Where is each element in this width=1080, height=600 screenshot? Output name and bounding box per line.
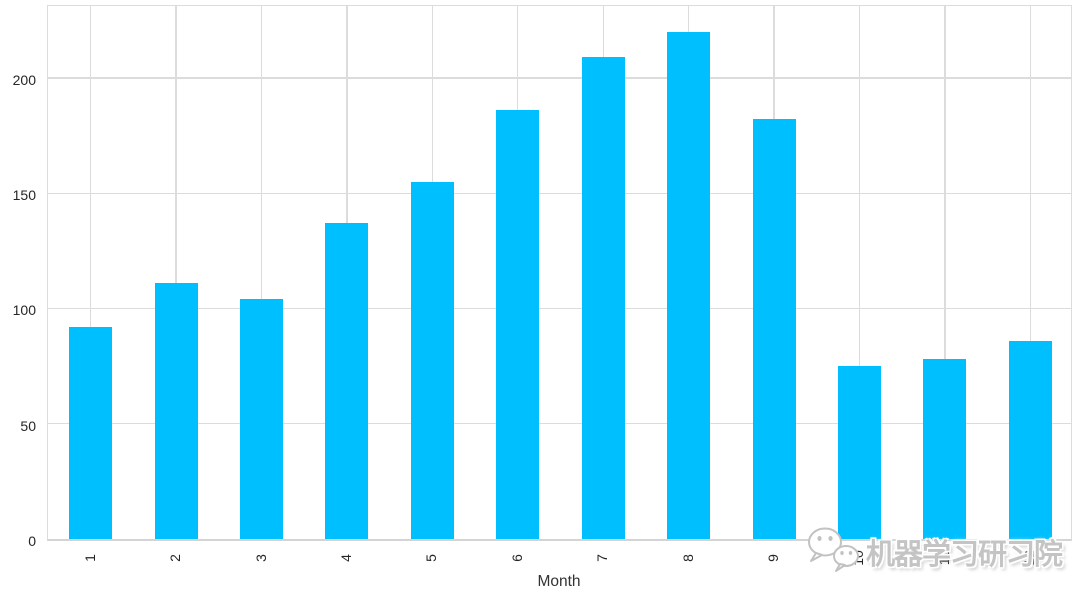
y-tick-label: 0 xyxy=(28,533,36,549)
x-tick-label: 6 xyxy=(508,554,525,562)
x-tick-label: 7 xyxy=(594,554,611,562)
bar-month-1 xyxy=(69,326,113,539)
bar-month-12 xyxy=(1008,340,1052,539)
x-tick-label: 8 xyxy=(679,554,696,562)
x-gridline xyxy=(90,6,92,539)
bar-month-5 xyxy=(410,181,454,539)
x-tick-label: 11 xyxy=(935,550,952,566)
bar-month-4 xyxy=(325,223,369,539)
y-gridline xyxy=(48,192,1071,194)
x-gridline xyxy=(858,6,861,539)
x-tick-label: 3 xyxy=(252,554,269,562)
y-gridline xyxy=(48,423,1071,425)
bar-month-8 xyxy=(667,31,711,539)
x-gridline xyxy=(175,6,177,539)
y-gridline xyxy=(48,77,1071,79)
bar-month-10 xyxy=(837,366,881,539)
bar-month-6 xyxy=(496,110,540,539)
x-gridline xyxy=(944,6,946,539)
y-axis-tick-labels: 0 50 100 150 200 xyxy=(0,0,38,600)
x-tick-label: 5 xyxy=(423,554,440,562)
y-tick-label: 50 xyxy=(20,417,36,434)
x-tick-label: 10 xyxy=(850,550,867,566)
x-tick-label: 1 xyxy=(81,554,98,562)
x-tick-label: 9 xyxy=(765,554,782,562)
y-tick-label: 150 xyxy=(12,187,36,204)
x-gridline xyxy=(1029,6,1031,539)
bar-month-2 xyxy=(154,283,198,539)
y-gridline xyxy=(48,307,1071,310)
bar-month-11 xyxy=(923,359,967,539)
x-tick-label: 2 xyxy=(167,554,184,562)
x-gridline xyxy=(260,6,263,539)
plot-area xyxy=(47,5,1072,541)
bar-month-9 xyxy=(752,119,796,539)
x-tick-label: 12 xyxy=(1021,550,1038,566)
y-tick-label: 200 xyxy=(12,71,36,88)
bar-month-7 xyxy=(581,57,625,539)
y-tick-label: 100 xyxy=(12,302,36,319)
x-tick-label: 4 xyxy=(337,554,354,562)
x-axis-title: Month xyxy=(537,573,581,590)
bar-month-3 xyxy=(240,299,284,539)
